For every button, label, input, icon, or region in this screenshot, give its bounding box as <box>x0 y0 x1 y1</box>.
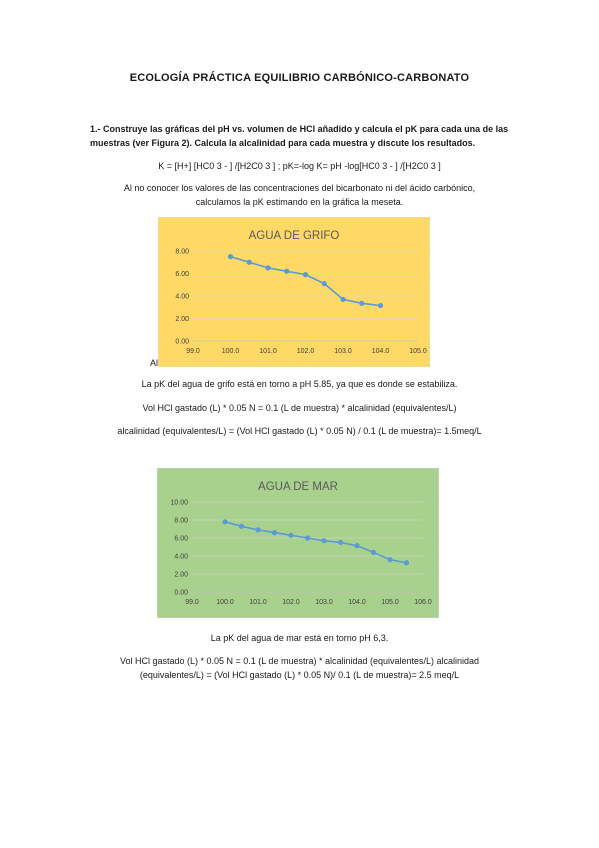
intro-line-2: calculamos la pK estimando en la gráfica… <box>195 197 404 207</box>
grifo-pk-text: La pK del agua de grifo está en torno a … <box>141 379 458 389</box>
y-tick-label: 10.00 <box>170 500 188 507</box>
y-tick-label: 6.00 <box>175 271 189 278</box>
data-point <box>288 532 294 538</box>
data-point <box>387 557 393 563</box>
chart-title: AGUA DE MAR <box>258 481 338 493</box>
data-point <box>246 259 252 265</box>
mar-pk-text: La pK del agua de mar está en torno pH 6… <box>210 633 389 643</box>
document-title: ECOLOGÍA PRÁCTICA EQUILIBRIO CARBÓNICO-C… <box>129 72 470 84</box>
x-tick-label: 100.0 <box>216 599 234 606</box>
chart-background <box>158 217 430 367</box>
data-point <box>271 530 278 536</box>
y-tick-label: 0.00 <box>175 339 189 346</box>
question-text: 1.- Construye las gráficas del pH vs. vo… <box>90 122 520 150</box>
chart-svg: AGUA DE GRIFO 0.00 2.00 4.00 6.00 8.00 99.0 100… <box>158 217 430 367</box>
chart-svg: AGUA DE MAR 0.00 2.00 4.00 6.00 8.00 10.00 99.0… <box>157 468 439 618</box>
stray-text: Al <box>150 358 159 368</box>
x-tick-label: 104.0 <box>372 348 390 355</box>
x-tick-label: 99.0 <box>186 348 200 355</box>
y-tick-label: 8.00 <box>175 249 189 256</box>
x-tick-label: 102.0 <box>297 348 315 355</box>
y-tick-label: 2.00 <box>174 572 188 579</box>
data-point <box>354 543 360 549</box>
y-tick-label: 0.00 <box>174 590 188 597</box>
x-tick-label: 103.0 <box>334 348 352 355</box>
y-tick-label: 4.00 <box>175 294 189 301</box>
mar-equation-2: (equivalentes/L) = (Vol HCl gastado (L) … <box>139 670 460 680</box>
chart-title: AGUA DE GRIFO <box>249 230 340 242</box>
mar-equation-1: Vol HCl gastado (L) * 0.05 N = 0.1 (L de… <box>119 656 480 666</box>
data-point <box>227 254 234 260</box>
data-point <box>370 549 377 555</box>
chart-agua-de-mar: AGUA DE MAR 0.00 2.00 4.00 6.00 8.00 10.00 99.0… <box>157 468 439 618</box>
data-point <box>359 300 365 306</box>
data-point <box>304 535 311 541</box>
data-point <box>321 538 327 544</box>
x-tick-label: 101.0 <box>249 599 267 606</box>
data-point <box>377 302 384 309</box>
x-tick-label: 105.0 <box>409 348 427 355</box>
grifo-equation-2: alcalinidad (equivalentes/L) = (Vol HCl … <box>117 426 482 436</box>
y-tick-label: 2.00 <box>175 316 189 323</box>
series-line <box>224 521 407 564</box>
x-tick-label: 104.0 <box>348 599 366 606</box>
data-point <box>302 272 309 278</box>
x-tick-label: 101.0 <box>259 348 277 355</box>
data-point <box>284 268 290 274</box>
data-point <box>265 265 271 271</box>
equilibrium-formula: K = [H+] [HC0 3 - ] /[H2C0 3 ] ; pK=-log… <box>158 161 441 171</box>
y-tick-label: 4.00 <box>174 554 188 561</box>
data-point <box>403 560 410 566</box>
x-tick-label: 100.0 <box>222 348 240 355</box>
y-tick-label: 6.00 <box>174 536 188 543</box>
x-tick-label: 102.0 <box>282 599 300 606</box>
x-tick-label: 99.0 <box>185 599 199 606</box>
data-point <box>321 281 327 287</box>
data-point <box>255 527 261 533</box>
question-number: 1.- <box>90 124 101 134</box>
chart-agua-de-grifo: AGUA DE GRIFO 0.00 2.00 4.00 6.00 8.00 99.0 100… <box>158 217 430 367</box>
data-point <box>238 523 245 529</box>
data-point <box>337 539 344 546</box>
data-point <box>222 519 228 525</box>
y-tick-label: 8.00 <box>174 518 188 525</box>
grifo-equation-1: Vol HCl gastado (L) * 0.05 N = 0.1 (L de… <box>142 403 457 413</box>
x-tick-label: 106.0 <box>414 599 432 606</box>
question-body: Construye las gráficas del pH vs. volume… <box>90 124 509 148</box>
x-tick-label: 103.0 <box>315 599 333 606</box>
x-tick-label: 105.0 <box>381 599 399 606</box>
intro-line-1: Al no conocer los valores de las concent… <box>123 183 476 193</box>
chart-background <box>157 468 439 618</box>
data-point <box>340 296 346 302</box>
